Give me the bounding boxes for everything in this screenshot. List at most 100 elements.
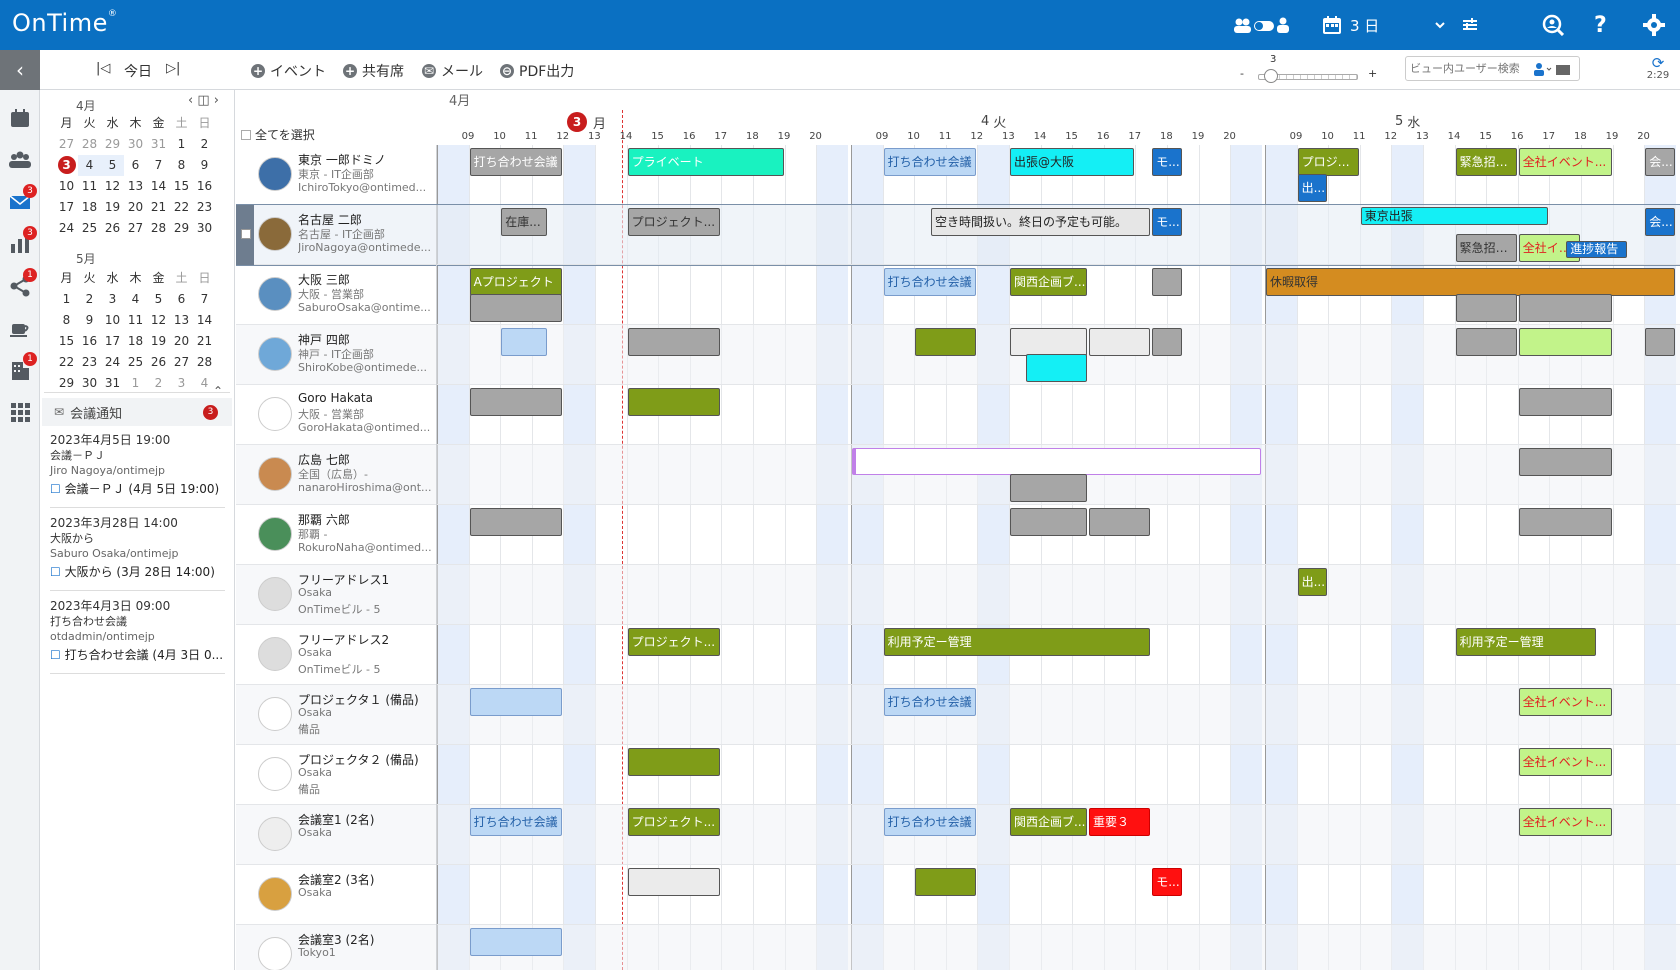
- collapse-panel-button[interactable]: ‹: [0, 50, 40, 90]
- calendar-day[interactable]: 1: [177, 137, 186, 151]
- time-column[interactable]: [753, 145, 785, 970]
- calendar-event[interactable]: [1645, 328, 1675, 356]
- calendar-day[interactable]: 8: [62, 313, 71, 327]
- filter-sliders-icon[interactable]: [1462, 12, 1478, 38]
- calendar-day[interactable]: 25: [81, 221, 98, 235]
- gear-icon[interactable]: [1643, 12, 1665, 38]
- calendar-event[interactable]: [627, 748, 721, 776]
- user-search-input[interactable]: [1405, 56, 1580, 81]
- calendar-event[interactable]: [1518, 294, 1612, 322]
- calendar-day[interactable]: 11: [127, 313, 144, 327]
- time-column[interactable]: [689, 145, 722, 970]
- calendar-event[interactable]: 全社イベント...: [1518, 688, 1612, 716]
- calendar-day[interactable]: 26: [150, 355, 167, 369]
- resource-info[interactable]: 会議室2 (3名) Osaka: [236, 865, 437, 925]
- calendar-event[interactable]: [915, 328, 977, 356]
- resource-info[interactable]: プロジェクタ１ (備品) Osaka 備品: [236, 685, 437, 745]
- pdf-export-button[interactable]: ⊖ PDF出力: [500, 61, 574, 81]
- resource-info[interactable]: 東京 一郎ドミノ 東京 - IT企画部 IchiroTokyo@ontimed...: [236, 145, 437, 205]
- calendar-event[interactable]: [1089, 328, 1151, 356]
- search-scope-toggle[interactable]: [1534, 59, 1576, 78]
- calendar-day[interactable]: 18: [81, 200, 98, 214]
- resource-row[interactable]: 東京 一郎ドミノ 東京 - IT企画部 IchiroTokyo@ontimed...: [236, 145, 1680, 205]
- notice-link[interactable]: ☐ 大阪から (3月 28日 14:00): [50, 563, 225, 581]
- calendar-event[interactable]: 打ち合わせ会議: [883, 268, 977, 296]
- calendar-day[interactable]: 15: [173, 179, 190, 193]
- time-column[interactable]: [1581, 145, 1613, 970]
- calendar-day[interactable]: 9: [85, 313, 94, 327]
- calendar-day[interactable]: 14: [196, 313, 213, 327]
- calendar-event[interactable]: プロジェクト...: [627, 208, 721, 236]
- calendar-day[interactable]: 22: [173, 200, 190, 214]
- calendar-event[interactable]: [915, 868, 977, 896]
- calendar-event[interactable]: 緊急招集...: [1455, 234, 1517, 262]
- calendar-day[interactable]: 10: [58, 179, 75, 193]
- calendar-event[interactable]: [469, 294, 563, 322]
- calendar-day[interactable]: 27: [173, 355, 190, 369]
- calendar-event[interactable]: [1010, 508, 1087, 536]
- resource-row[interactable]: 那覇 六郎 那覇 - RokuroNaha@ontimed...: [236, 505, 1680, 565]
- calendar-day[interactable]: 19: [150, 334, 167, 348]
- resource-info[interactable]: 名古屋 二郎 名古屋 - IT企画部 JiroNagoya@ontimede...: [236, 205, 437, 265]
- calendar-event[interactable]: 会...: [1645, 208, 1675, 236]
- calendar-day[interactable]: 28: [150, 221, 167, 235]
- calendar-day[interactable]: 5: [154, 292, 163, 306]
- sync-area[interactable]: ⟳ 2:29: [1642, 56, 1674, 82]
- calendar-day[interactable]: 6: [131, 158, 140, 172]
- calendar-day[interactable]: 13: [173, 313, 190, 327]
- time-column[interactable]: [1167, 145, 1199, 970]
- calendar-day[interactable]: 6: [177, 292, 186, 306]
- calendar-day[interactable]: 17: [104, 334, 121, 348]
- time-column[interactable]: [531, 145, 564, 970]
- time-column[interactable]: [1040, 145, 1073, 970]
- calendar-event[interactable]: 進捗報告: [1566, 241, 1628, 258]
- calendar-day[interactable]: 23: [196, 200, 213, 214]
- calendar-event[interactable]: プロジェクト...: [627, 808, 721, 836]
- time-column[interactable]: [721, 145, 753, 970]
- notice-item[interactable]: 2023年4月3日 09:00 打ち合わせ会議 otdadmin/ontimejp ☐…: [50, 598, 225, 664]
- calendar-event[interactable]: [1518, 388, 1612, 416]
- calendar-day[interactable]: 4: [200, 376, 209, 390]
- time-column[interactable]: [1103, 145, 1136, 970]
- calendar-event[interactable]: [1518, 328, 1612, 356]
- zoom-plus[interactable]: +: [1368, 67, 1378, 80]
- calendar-day[interactable]: 7: [154, 158, 163, 172]
- people-search-icon[interactable]: [1542, 12, 1564, 38]
- time-column[interactable]: [1454, 145, 1487, 970]
- calendar-event[interactable]: [852, 448, 1261, 475]
- calendar-event[interactable]: モ...: [1152, 868, 1182, 896]
- calendar-event[interactable]: 出...: [1297, 174, 1328, 202]
- calendar-event[interactable]: [1025, 354, 1087, 382]
- previous-period-icon[interactable]: |◁: [96, 61, 111, 76]
- time-column[interactable]: [784, 145, 817, 970]
- calendar-event[interactable]: [469, 388, 563, 416]
- zoom-minus[interactable]: -: [1240, 67, 1244, 80]
- notice-link[interactable]: ☐ 打ち合わせ会議 (4月 3日 0...: [50, 646, 225, 664]
- time-column[interactable]: [1359, 145, 1392, 970]
- resource-info[interactable]: 広島 七郎 全国（広島）- nanaroHiroshima@ont...: [236, 445, 437, 505]
- calendar-day[interactable]: 21: [196, 334, 213, 348]
- resource-row[interactable]: 会議室3 (2名) Tokyo1: [236, 925, 1680, 970]
- calendar-day[interactable]: 31: [150, 137, 167, 151]
- calendar-day[interactable]: 9: [200, 158, 209, 172]
- calendar-day[interactable]: 20: [173, 334, 190, 348]
- time-column[interactable]: [1198, 145, 1231, 970]
- select-all[interactable]: 全てを選択: [241, 126, 315, 143]
- calendar-day[interactable]: 7: [200, 292, 209, 306]
- calendar-day[interactable]: 31: [104, 376, 121, 390]
- calendar-day[interactable]: 20: [127, 200, 144, 214]
- calendar-event[interactable]: 全社イベント...: [1518, 148, 1612, 176]
- calendar-day[interactable]: 4: [131, 292, 140, 306]
- calendar-day[interactable]: 13: [127, 179, 144, 193]
- calendar-day[interactable]: 26: [104, 221, 121, 235]
- calendar-event[interactable]: 緊急招集...: [1455, 148, 1517, 176]
- time-column[interactable]: [1328, 145, 1360, 970]
- time-column[interactable]: [1009, 145, 1041, 970]
- calendar-event[interactable]: 利用予定ー管理: [883, 628, 1151, 656]
- calendar-event[interactable]: プロジェ...: [1297, 148, 1359, 176]
- time-column[interactable]: [1296, 145, 1329, 970]
- calendar-day[interactable]: 4: [78, 155, 101, 176]
- resource-info[interactable]: プロジェクタ２ (備品) Osaka 備品: [236, 745, 437, 805]
- resource-row[interactable]: 広島 七郎 全国（広島）- nanaroHiroshima@ont...: [236, 445, 1680, 505]
